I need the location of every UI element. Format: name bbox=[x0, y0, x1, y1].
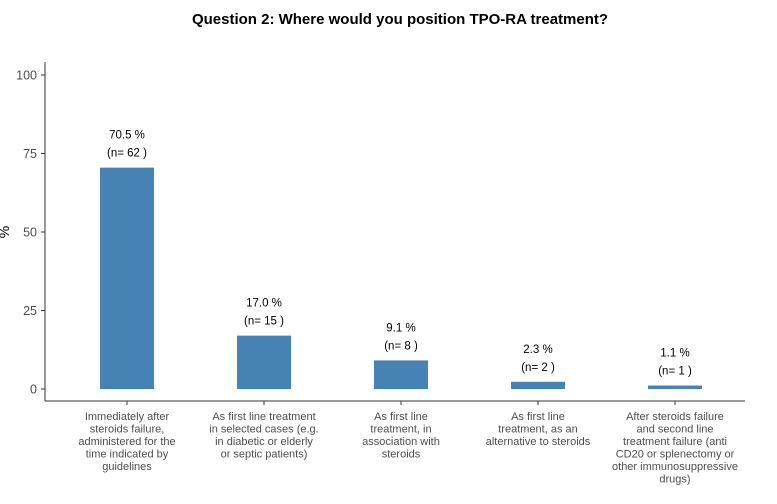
n-label: (n= 2 ) bbox=[521, 362, 555, 374]
percent-label: 17.0 % bbox=[246, 298, 282, 310]
bar bbox=[648, 385, 702, 389]
bar bbox=[237, 335, 291, 389]
y-tick-label: 100 bbox=[16, 69, 37, 83]
x-tick-label-line: in selected cases (e.g. bbox=[209, 424, 318, 436]
y-tick-label: 0 bbox=[30, 383, 37, 397]
percent-label: 2.3 % bbox=[523, 344, 552, 356]
x-tick-label-line: treatment failure (anti bbox=[623, 436, 727, 448]
x-tick-label-line: other immunosuppressive bbox=[612, 461, 738, 473]
x-tick-label-line: or septic patients) bbox=[221, 449, 308, 461]
y-tick-label: 50 bbox=[23, 226, 37, 240]
x-tick-label-line: treatment, in bbox=[370, 424, 431, 436]
y-tick-label: 25 bbox=[23, 304, 37, 318]
bar bbox=[374, 360, 428, 389]
x-tick-label-line: steroids failure, bbox=[90, 424, 165, 436]
x-tick-label-line: in diabetic or elderly bbox=[215, 436, 313, 448]
x-axis-ticks: Immediately after steroids failure, admini… bbox=[78, 401, 738, 486]
x-tick-label: Immediately after steroids failure, admini… bbox=[78, 411, 175, 473]
x-tick-label: As first line treatment, in association wi… bbox=[362, 411, 440, 461]
x-tick-label-line: drugs) bbox=[659, 474, 690, 486]
x-tick-label-line: alternative to steroids bbox=[486, 436, 591, 448]
y-axis-label: % bbox=[0, 226, 12, 238]
x-tick-label: After steroids failure and second line tre… bbox=[612, 411, 738, 486]
n-label: (n= 8 ) bbox=[384, 340, 418, 352]
x-tick-label: As first line treatment in selected cases… bbox=[209, 411, 318, 461]
x-tick-label-line: steroids bbox=[382, 449, 421, 461]
n-label: (n= 62 ) bbox=[107, 148, 147, 160]
x-tick-label-line: and second line bbox=[636, 424, 713, 436]
x-tick-label: As first line treatment, as an alternative… bbox=[486, 411, 591, 448]
x-tick-label-line: guidelines bbox=[102, 461, 152, 473]
bar bbox=[511, 381, 565, 389]
data-labels: 70.5 % (n= 62 ) 17.0 % (n= 15 ) 9.1 % (n= 8 )… bbox=[107, 130, 692, 378]
x-tick-label-line: As first line bbox=[374, 411, 428, 423]
x-tick-label-line: administered for the bbox=[78, 436, 175, 448]
percent-label: 70.5 % bbox=[109, 130, 145, 142]
x-tick-label-line: After steroids failure bbox=[626, 411, 724, 423]
x-tick-label-line: Immediately after bbox=[85, 411, 170, 423]
y-axis-ticks: 0 25 50 75 100 bbox=[16, 69, 45, 397]
bar bbox=[100, 167, 154, 389]
chart-title: Question 2: Where would you position TPO… bbox=[192, 11, 608, 28]
x-tick-label-line: As first line bbox=[511, 411, 565, 423]
x-tick-label-line: treatment, as an bbox=[498, 424, 578, 436]
n-label: (n= 1 ) bbox=[658, 366, 692, 378]
x-tick-label-line: CD20 or splenectomy or bbox=[616, 449, 735, 461]
bars bbox=[100, 167, 702, 389]
x-tick-label-line: association with bbox=[362, 436, 440, 448]
percent-label: 1.1 % bbox=[660, 348, 689, 360]
percent-label: 9.1 % bbox=[386, 322, 415, 334]
x-tick-label-line: time indicated by bbox=[86, 449, 169, 461]
n-label: (n= 15 ) bbox=[244, 316, 284, 328]
y-tick-label: 75 bbox=[23, 147, 37, 161]
x-tick-label-line: As first line treatment bbox=[212, 411, 315, 423]
